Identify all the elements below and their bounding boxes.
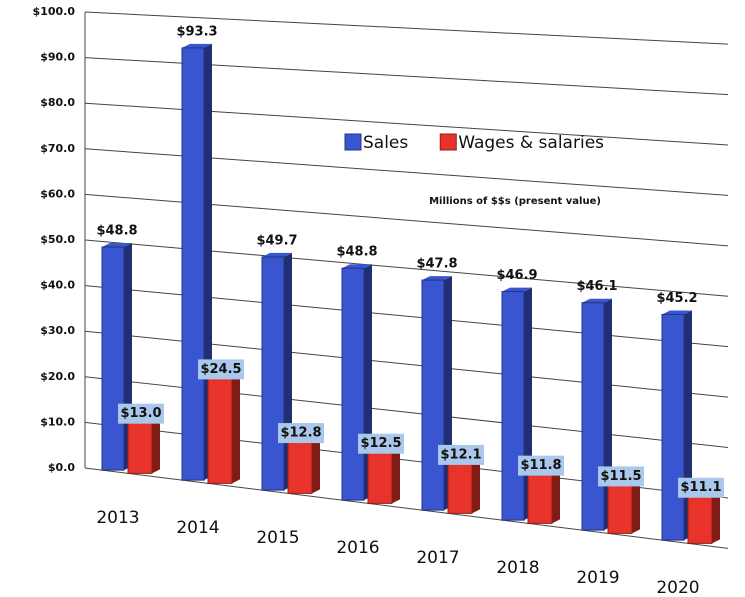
bar	[661, 313, 685, 541]
bar-side	[392, 439, 400, 504]
legend-label: Sales	[363, 133, 408, 153]
value-label: $11.5	[600, 469, 641, 484]
value-label: $48.8	[96, 223, 137, 238]
bar-side	[712, 483, 720, 544]
value-label: $45.2	[656, 291, 697, 306]
legend-swatch	[344, 133, 362, 151]
value-label: $12.5	[360, 436, 401, 451]
x-tick-label: 2014	[176, 518, 219, 538]
y-tick-label: $70.0	[40, 142, 75, 155]
y-tick-label: $30.0	[40, 324, 75, 337]
y-tick-label: $60.0	[40, 187, 75, 200]
value-label: $24.5	[200, 362, 241, 377]
x-tick-label: 2013	[96, 508, 139, 528]
bar	[341, 267, 365, 501]
bar-side	[152, 409, 160, 474]
x-tick-label: 2020	[656, 578, 699, 597]
y-tick-label: $50.0	[40, 233, 75, 246]
y-tick-label: $80.0	[40, 96, 75, 109]
value-label: $93.3	[176, 24, 217, 39]
bar	[421, 279, 445, 511]
grid-line	[84, 193, 729, 247]
y-tick-label: $10.0	[40, 415, 75, 428]
value-label: $46.9	[496, 268, 537, 283]
value-label: $46.1	[576, 279, 617, 294]
value-label-box	[278, 423, 324, 444]
bar	[501, 291, 525, 521]
value-label: $49.7	[256, 233, 297, 248]
bar-top	[582, 298, 612, 303]
bar	[261, 256, 285, 491]
value-label: $47.8	[416, 257, 457, 272]
value-label: $48.8	[336, 245, 377, 260]
value-label-box	[198, 359, 244, 380]
bar-top	[102, 242, 132, 247]
value-label-box	[118, 403, 164, 424]
value-label: $12.8	[280, 426, 321, 441]
value-label-box	[358, 433, 404, 454]
x-tick-label: 2019	[576, 568, 619, 588]
legend-swatch	[439, 133, 457, 151]
bar-top	[182, 43, 212, 48]
bar-side	[632, 472, 640, 534]
grid-line	[84, 239, 729, 297]
annotation: Millions of $$s (present value)	[429, 196, 601, 207]
y-tick-label: $0.0	[48, 461, 75, 474]
grid-line	[84, 467, 729, 549]
grid-line	[84, 148, 729, 196]
bar-top	[662, 310, 692, 315]
grid-line	[84, 11, 729, 45]
bar-side	[472, 450, 480, 514]
bar-side	[552, 461, 560, 524]
bar	[207, 368, 233, 484]
bar-top	[262, 252, 292, 257]
bar	[181, 47, 205, 481]
value-label: $12.1	[440, 447, 481, 462]
bar-top	[502, 287, 532, 292]
bar-top	[422, 276, 452, 281]
y-tick-label: $40.0	[40, 279, 75, 292]
bar-side	[312, 429, 320, 494]
legend-label: Wages & salaries	[458, 133, 604, 153]
value-label: $11.1	[680, 480, 721, 495]
y-tick-label: $20.0	[40, 370, 75, 383]
x-tick-label: 2015	[256, 528, 299, 548]
y-tick-label: $100.0	[33, 5, 76, 18]
grid-line	[84, 285, 729, 348]
bar	[101, 246, 125, 471]
bar-side	[232, 365, 240, 484]
grid-line	[84, 57, 729, 96]
value-label: $13.0	[120, 406, 161, 421]
x-tick-label: 2018	[496, 558, 539, 578]
bar	[287, 432, 313, 494]
bar	[581, 302, 605, 531]
value-label: $11.8	[520, 458, 561, 473]
x-tick-label: 2017	[416, 548, 459, 568]
value-label-box	[438, 444, 484, 465]
value-label-box	[678, 477, 724, 498]
value-label-box	[518, 455, 564, 476]
y-tick-label: $90.0	[40, 51, 75, 64]
bar-top	[342, 264, 372, 269]
value-label-box	[598, 466, 644, 487]
x-tick-label: 2016	[336, 538, 379, 558]
